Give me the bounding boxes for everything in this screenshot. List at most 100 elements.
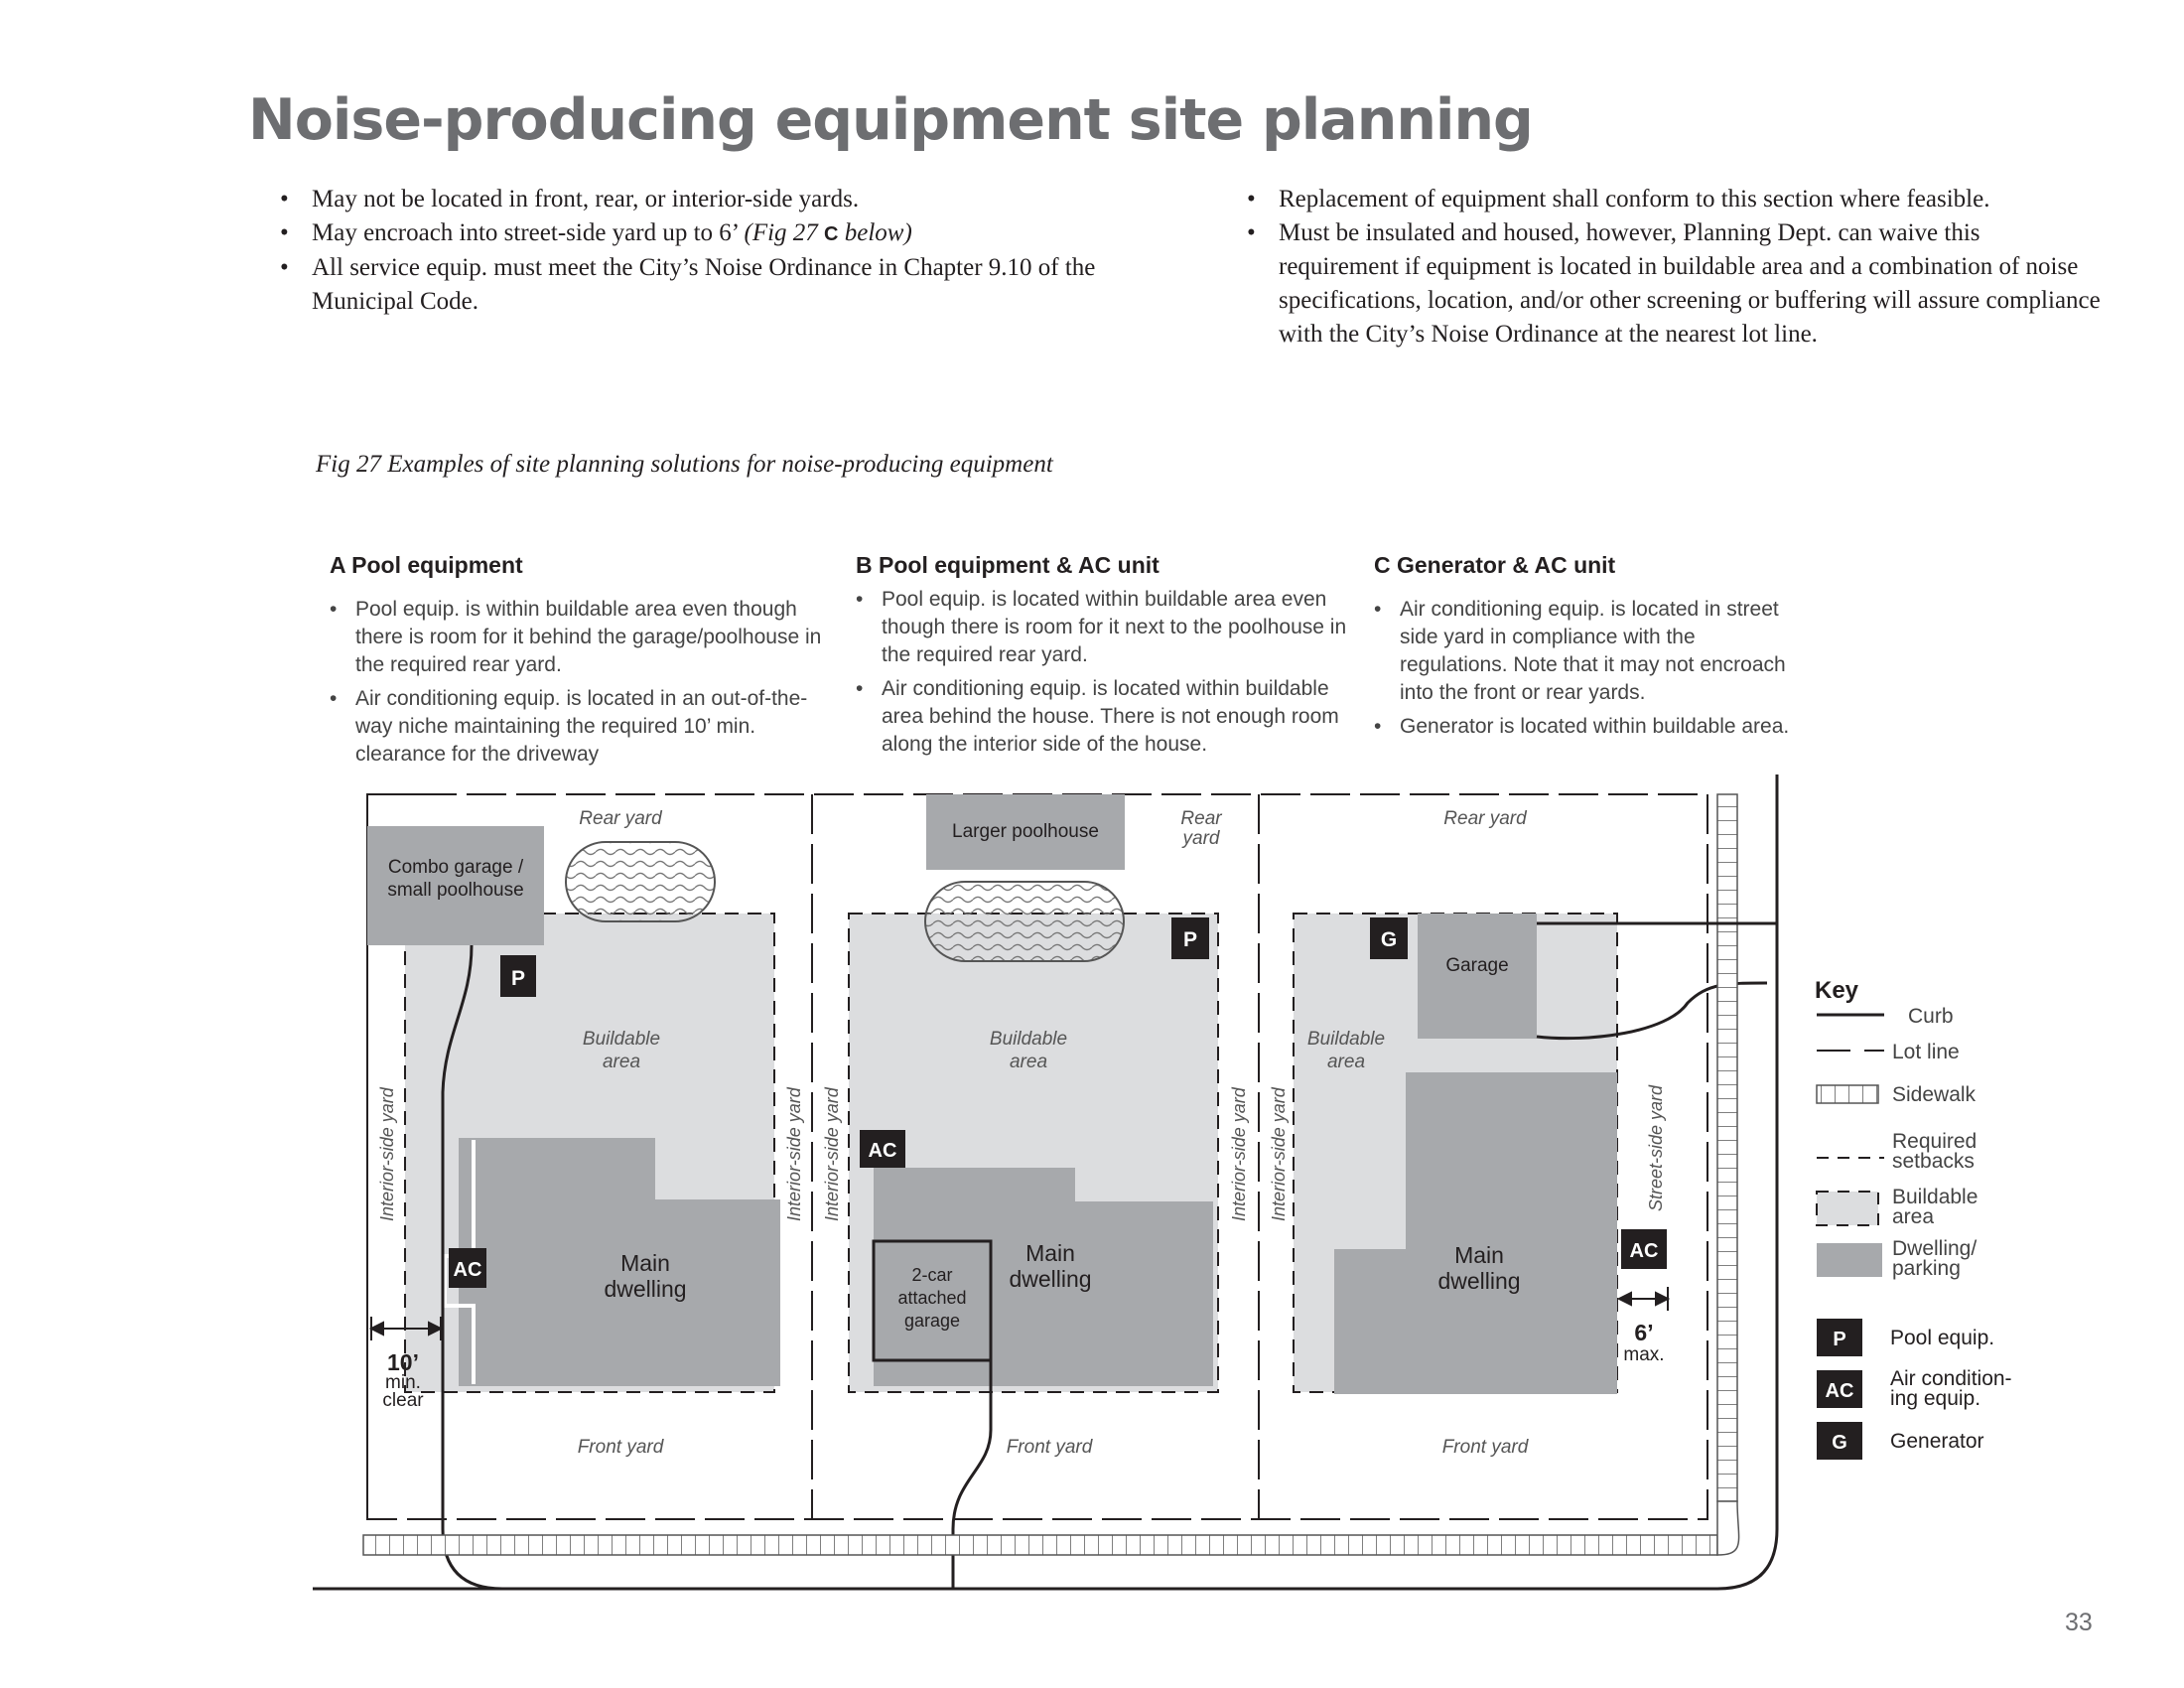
side-yard-label: Street-side yard <box>1646 1084 1666 1211</box>
example-bullet: Air conditioning equip. is located in an… <box>328 685 824 769</box>
example-a-heading: A Pool equipment <box>330 552 523 578</box>
yard-label: yard <box>1181 828 1221 849</box>
key-setbacks-label: setbacks <box>1892 1150 1975 1173</box>
sidewalk <box>362 793 1740 1556</box>
buildable-label: area <box>1327 1052 1365 1072</box>
pool-equipment-swatch <box>1817 1319 1862 1356</box>
generator-marker <box>1370 917 1408 959</box>
yard-label: Rear <box>1180 808 1222 829</box>
garage <box>1418 914 1537 1039</box>
key-generator-label: Generator <box>1890 1430 1984 1453</box>
side-yard-label: Interior-side yard <box>1269 1086 1289 1221</box>
ac-equipment-marker <box>860 1130 905 1168</box>
buildable-label: Buildable <box>583 1029 660 1050</box>
key-ac-label: Air condition- <box>1890 1367 2012 1390</box>
figure-caption: Fig 27 Examples of site planning solutio… <box>316 451 1053 478</box>
generator-code: G <box>1381 928 1397 951</box>
example-a-list: Pool equip. is within buildable area eve… <box>328 596 824 774</box>
dimension-6ft <box>1616 1287 1671 1311</box>
rule-item: May encroach into street-side yard up to… <box>280 216 1154 251</box>
buildable-label: area <box>1010 1052 1047 1072</box>
larger-poolhouse <box>926 794 1125 870</box>
ac-niche <box>443 1140 476 1384</box>
sidewalk-swatch <box>1816 1084 1879 1104</box>
buildable-label: Buildable <box>990 1029 1067 1050</box>
key-g-code: G <box>1832 1432 1847 1454</box>
key-dwelling-label: parking <box>1892 1257 1961 1280</box>
driveway <box>951 1360 993 1589</box>
buildable-label: area <box>603 1052 640 1072</box>
dwelling-label: dwelling <box>1009 1266 1091 1292</box>
example-b-heading: B Pool equipment & AC unit <box>856 552 1160 578</box>
dwelling-label: Main <box>1025 1240 1075 1266</box>
figure-ref-letter: C <box>824 223 839 245</box>
clearance-value: 10’ <box>387 1349 419 1375</box>
key-buildable-label: area <box>1892 1205 1934 1228</box>
pool-equipment-marker <box>500 955 536 997</box>
buildable-swatch <box>1816 1191 1879 1226</box>
dwelling-label: dwelling <box>604 1276 686 1302</box>
main-dwelling <box>459 1138 780 1386</box>
rules-list-left: May not be located in front, rear, or in… <box>280 183 1154 319</box>
yard-label: Rear yard <box>579 808 663 829</box>
rule-item: May not be located in front, rear, or in… <box>280 183 1154 216</box>
rule-item: Replacement of equipment shall conform t… <box>1247 183 2101 216</box>
ac-equipment-marker <box>1621 1229 1667 1269</box>
yard-label: Rear yard <box>1443 808 1528 829</box>
garage-label: attached <box>897 1288 966 1308</box>
clearance-label: clear <box>382 1390 424 1411</box>
key-lot-line-label: Lot line <box>1892 1041 1960 1063</box>
combo-garage-label: Combo garage / <box>388 857 524 878</box>
rule-item: All service equip. must meet the City’s … <box>280 251 1154 319</box>
lot-a: Combo garage / small poolhouse Main dwel… <box>367 808 804 1591</box>
max-value: 6’ <box>1634 1320 1653 1345</box>
ac-equipment-swatch <box>1817 1370 1862 1408</box>
dimension-10ft <box>368 1317 444 1340</box>
key-title: Key <box>1815 977 1859 1004</box>
side-yard-label: Interior-side yard <box>822 1086 842 1221</box>
example-bullet: Pool equip. is located within buildable … <box>854 586 1350 669</box>
key-legend: Key Curb Lot line Sidewalk Required setb… <box>1815 977 2012 1460</box>
pool-equipment-marker <box>1171 917 1209 959</box>
pool-equipment-code: P <box>511 967 525 990</box>
side-yard-label: Interior-side yard <box>1229 1086 1249 1221</box>
yard-label: Front yard <box>1007 1437 1094 1458</box>
garage-label: 2-car <box>911 1265 952 1285</box>
example-bullet: Air conditioning equip. is located withi… <box>854 675 1350 759</box>
poolhouse-label: Larger poolhouse <box>952 821 1099 842</box>
combo-garage <box>367 826 544 945</box>
driveway <box>441 944 503 1591</box>
key-ac-code: AC <box>1826 1380 1854 1402</box>
key-p-code: P <box>1833 1329 1845 1350</box>
key-dwelling-label: Dwelling/ <box>1892 1237 1977 1260</box>
side-yard-label: Interior-side yard <box>784 1086 804 1221</box>
example-c-heading: C Generator & AC unit <box>1374 552 1616 578</box>
key-ac-label: ing equip. <box>1890 1387 1980 1410</box>
example-bullet: Pool equip. is within buildable area eve… <box>328 596 824 679</box>
example-b-list: Pool equip. is located within buildable … <box>854 586 1350 765</box>
page-title: Noise-producing equipment site planning <box>248 87 1534 153</box>
dwelling-label: Main <box>620 1250 670 1276</box>
dwelling-label: Main <box>1454 1242 1504 1268</box>
ac-equipment-code: AC <box>454 1259 482 1281</box>
ac-equipment-code: AC <box>1630 1240 1659 1262</box>
dwelling-label: dwelling <box>1437 1268 1520 1294</box>
ac-equipment-marker <box>449 1248 486 1288</box>
key-pool-label: Pool equip. <box>1890 1327 1994 1349</box>
yard-label: Front yard <box>1442 1437 1530 1458</box>
pool-equipment-code: P <box>1183 928 1197 951</box>
example-bullet: Generator is located within buildable ar… <box>1372 713 1809 741</box>
lot-b: Larger poolhouse 2-car attached garage M… <box>822 794 1249 1589</box>
page-number: 33 <box>2065 1609 2093 1636</box>
max-label: max. <box>1623 1344 1664 1365</box>
pool <box>565 841 716 922</box>
yard-label: Front yard <box>578 1437 665 1458</box>
garage-label: Garage <box>1445 955 1508 976</box>
example-c-list: Air conditioning equip. is located in st… <box>1372 596 1809 747</box>
key-setbacks-label: Required <box>1892 1130 1977 1153</box>
attached-garage <box>872 1239 993 1362</box>
garage-label: garage <box>904 1311 960 1331</box>
example-bullet: Air conditioning equip. is located in st… <box>1372 596 1809 707</box>
rules-list-right: Replacement of equipment shall conform t… <box>1247 183 2101 352</box>
